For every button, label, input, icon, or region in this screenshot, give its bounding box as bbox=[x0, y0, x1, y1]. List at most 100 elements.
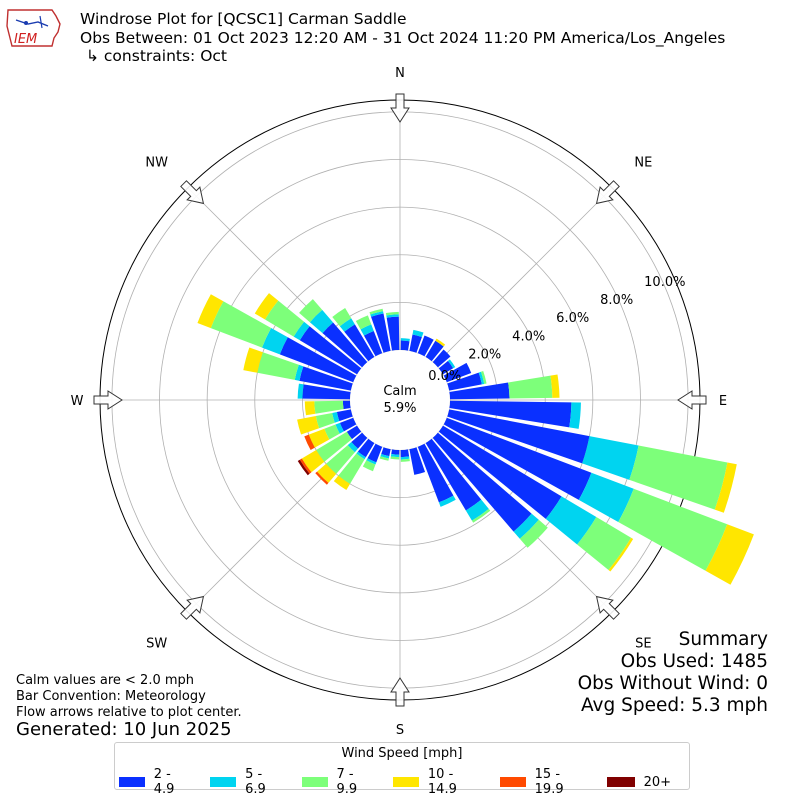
summary-obs-without-wind: Obs Without Wind: 0 bbox=[577, 673, 768, 694]
windrose-bar-segment bbox=[314, 400, 344, 414]
windrose-bar-segment bbox=[308, 428, 330, 448]
windrose-bar-segment bbox=[299, 299, 323, 323]
windrose-bar-segment bbox=[257, 352, 299, 380]
radial-tick-label: 4.0% bbox=[512, 329, 545, 344]
windrose-bars bbox=[197, 293, 754, 585]
windrose-bar-segment bbox=[366, 458, 377, 465]
compass-label-se: SE bbox=[635, 636, 651, 651]
windrose-bar-segment bbox=[425, 438, 482, 511]
windrose-bar-segment bbox=[508, 375, 553, 399]
legend-item: 2 - 4.9 bbox=[119, 767, 192, 797]
windrose-bar-segment bbox=[369, 308, 384, 315]
legend-swatch bbox=[301, 777, 328, 787]
chart-title: Windrose Plot for [QCSC1] Carman Saddle bbox=[80, 10, 407, 28]
windrose-bar-segment bbox=[304, 401, 316, 416]
windrose-bar-segment bbox=[705, 524, 754, 585]
windrose-bar-segment bbox=[447, 359, 456, 369]
radial-tick-labels: 0.0% 2.0% 4.0% 6.0% 8.0% 10.0% bbox=[428, 275, 685, 384]
windrose-bar-segment bbox=[449, 400, 572, 428]
windrose-bar-segment bbox=[357, 438, 375, 458]
legend-item: 7 - 9.9 bbox=[301, 767, 375, 797]
windrose-bar-segment bbox=[400, 449, 410, 458]
windrose-bar-segment bbox=[578, 472, 634, 522]
windrose-bar-segment bbox=[367, 443, 383, 463]
windrose-bar-segment bbox=[335, 422, 344, 434]
windrose-bar-segment bbox=[409, 447, 426, 475]
windrose-bar-segment bbox=[297, 459, 310, 476]
windrose-bar-segment bbox=[315, 471, 329, 485]
legend-title: Wind Speed [mph] bbox=[341, 746, 463, 761]
legend: Wind Speed [mph] 2 - 4.9 5 - 6.9 7 - 9.9 10… bbox=[114, 742, 690, 797]
summary-obs-used: Obs Used: 1485 bbox=[620, 651, 768, 672]
legend-item: 5 - 6.9 bbox=[210, 767, 283, 797]
windrose-bar-segment bbox=[386, 316, 400, 351]
windrose-bar-segment bbox=[370, 311, 384, 317]
windrose-bar-segment bbox=[400, 458, 410, 462]
windrose-bar-segment bbox=[432, 432, 532, 532]
windrose-bar-segment bbox=[545, 496, 597, 545]
flow-arrow-w bbox=[93, 390, 123, 410]
flow-arrow-s bbox=[390, 677, 410, 707]
windrose-bar-segment bbox=[380, 453, 390, 459]
legend-label: 20+ bbox=[643, 774, 672, 790]
windrose-bar-segment bbox=[342, 400, 351, 410]
legend-item: 15 - 19.9 bbox=[499, 767, 589, 797]
summary-avg-speed: Avg Speed: 5.3 mph bbox=[580, 695, 768, 716]
windrose-bar-segment bbox=[324, 424, 340, 440]
legend-swatch bbox=[606, 777, 635, 787]
windrose-bar-segment bbox=[379, 456, 389, 461]
legend-label: 5 - 6.9 bbox=[245, 767, 266, 797]
legend-label: 7 - 9.9 bbox=[336, 767, 358, 797]
windrose-bar-segment bbox=[381, 447, 391, 457]
windrose-bar-segment bbox=[299, 366, 353, 391]
windrose-bar-segment bbox=[478, 371, 485, 385]
windrose-bar-segment bbox=[309, 309, 334, 334]
windrose-bar-segment bbox=[371, 313, 391, 353]
legend-swatch bbox=[393, 777, 419, 787]
windrose-bar-segment bbox=[243, 347, 263, 373]
windrose-bar-segment bbox=[254, 293, 279, 320]
legend-item: 20+ bbox=[606, 774, 672, 790]
windrose-bar-segment bbox=[356, 451, 366, 460]
windrose-bar-segment bbox=[210, 301, 272, 348]
legend-items: 2 - 4.9 5 - 6.9 7 - 9.9 10 - 14.9 15 - 19.9 2… bbox=[119, 767, 689, 797]
windrose-bar-segment bbox=[412, 329, 424, 338]
compass-label-ne: NE bbox=[634, 156, 652, 171]
windrose-bar-segment bbox=[443, 362, 472, 383]
windrose-bar-segment bbox=[338, 453, 365, 484]
windrose-bar-segment bbox=[360, 324, 374, 336]
flow-arrows bbox=[93, 93, 707, 707]
windrose-bar-segment bbox=[332, 307, 352, 327]
windrose-bar-segment bbox=[438, 495, 456, 507]
windrose-bar-segment bbox=[293, 321, 310, 341]
radial-tick-label: 10.0% bbox=[644, 275, 685, 290]
windrose-bar-segment bbox=[347, 442, 358, 453]
compass-label-sw: SW bbox=[146, 636, 167, 651]
compass-label-s: S bbox=[396, 723, 404, 738]
legend-label: 10 - 14.9 bbox=[427, 767, 457, 797]
windrose-bar-segment bbox=[386, 314, 399, 318]
windrose-bar-segment bbox=[425, 340, 444, 362]
windrose-bar-segment bbox=[618, 488, 728, 571]
windrose-bar-segment bbox=[317, 463, 337, 483]
flow-arrow-n bbox=[390, 93, 410, 123]
windrose-bar-segment bbox=[333, 475, 351, 490]
windrose-bar-segment bbox=[265, 300, 305, 337]
windrose-bar-segment bbox=[344, 324, 375, 362]
windrose-bar-segment bbox=[332, 412, 340, 423]
windrose-bar-segment bbox=[339, 417, 357, 432]
grid-spoke bbox=[435, 187, 613, 365]
windrose-bar-segment bbox=[400, 456, 410, 460]
windrose-bar-segment bbox=[438, 425, 562, 519]
generated-date: Generated: 10 Jun 2025 bbox=[16, 719, 232, 740]
windrose-bar-segment bbox=[400, 338, 410, 342]
legend-label: 15 - 19.9 bbox=[534, 767, 564, 797]
windrose-bar-segment bbox=[582, 436, 639, 480]
windrose-bar-segment bbox=[443, 417, 592, 500]
windrose-bar-segment bbox=[297, 383, 304, 399]
windrose-bar-segment bbox=[299, 458, 312, 474]
windrose-bar-segment bbox=[465, 499, 489, 521]
compass-labels: N NE E SE S SW W NW bbox=[71, 66, 728, 738]
iem-logo: IEM bbox=[4, 6, 64, 51]
windrose-bar-segment bbox=[608, 537, 634, 572]
